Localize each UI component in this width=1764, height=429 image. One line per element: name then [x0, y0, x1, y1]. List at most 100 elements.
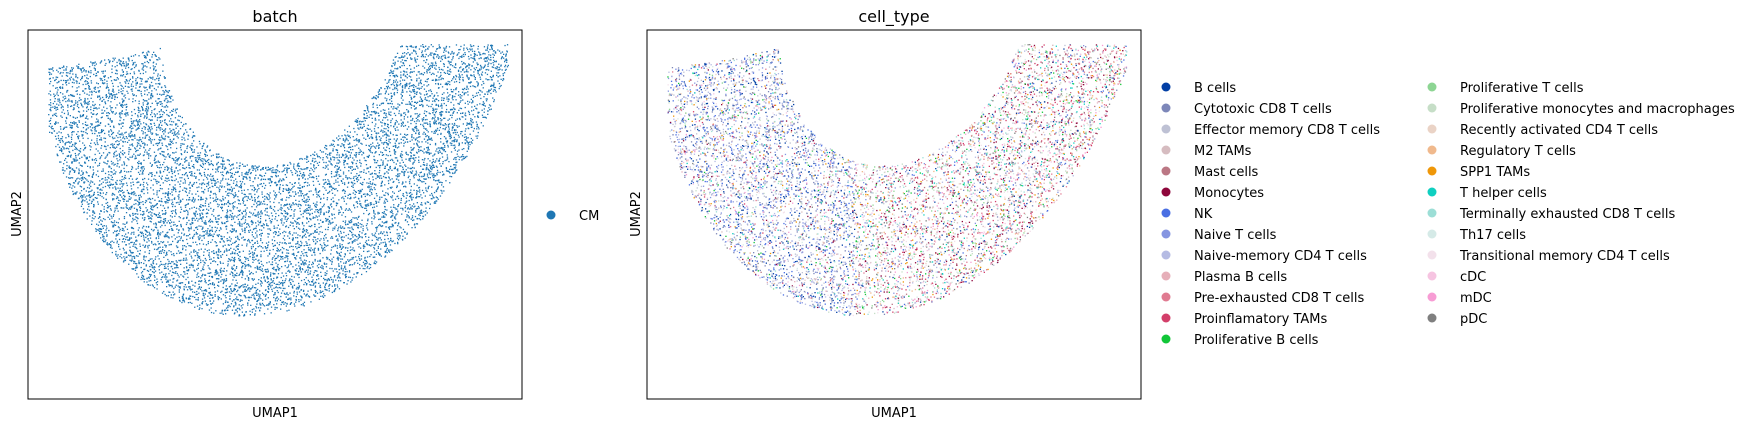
point — [96, 138, 98, 140]
point — [287, 164, 289, 166]
point — [248, 299, 250, 302]
point — [287, 207, 289, 209]
point — [228, 203, 231, 205]
point — [267, 270, 269, 272]
point — [378, 212, 380, 214]
point — [139, 231, 142, 233]
point — [151, 132, 154, 134]
point — [226, 288, 228, 290]
point — [191, 280, 193, 282]
point — [184, 273, 186, 275]
point — [138, 69, 140, 72]
point — [394, 107, 396, 109]
point — [322, 166, 324, 169]
point — [244, 260, 246, 263]
point — [276, 169, 278, 171]
point — [105, 182, 107, 184]
point — [461, 63, 464, 65]
point — [79, 148, 82, 150]
point — [199, 183, 201, 185]
point — [380, 130, 382, 132]
point — [170, 294, 172, 296]
point — [117, 197, 119, 199]
point — [295, 246, 297, 248]
point — [281, 207, 283, 209]
point — [196, 226, 198, 228]
point — [338, 213, 340, 215]
point — [157, 161, 159, 163]
point — [155, 223, 157, 225]
point — [184, 210, 186, 212]
point — [396, 229, 398, 231]
point — [343, 227, 346, 229]
point — [426, 93, 428, 95]
point — [321, 245, 323, 247]
point — [125, 256, 127, 258]
point — [288, 167, 290, 169]
point — [427, 186, 429, 188]
point — [481, 114, 484, 116]
point — [369, 189, 371, 191]
point — [143, 256, 145, 258]
point — [402, 99, 404, 101]
point — [323, 205, 325, 207]
point — [201, 184, 203, 186]
point — [229, 183, 231, 186]
point — [57, 98, 59, 100]
point — [164, 135, 167, 137]
point — [296, 174, 299, 176]
point — [122, 247, 124, 249]
point — [120, 139, 122, 141]
point — [114, 230, 116, 232]
point — [238, 203, 240, 205]
point — [297, 251, 300, 253]
point — [116, 70, 118, 72]
point — [391, 158, 393, 161]
point — [99, 180, 101, 182]
point — [291, 183, 293, 185]
point — [219, 189, 221, 191]
point — [333, 290, 336, 292]
point — [393, 64, 396, 66]
point — [417, 129, 420, 131]
point — [193, 213, 195, 215]
point — [284, 260, 287, 263]
point — [410, 167, 413, 170]
point — [351, 166, 353, 168]
point — [139, 170, 142, 172]
point — [335, 179, 337, 181]
point — [235, 246, 237, 248]
point — [258, 165, 260, 167]
point — [429, 125, 431, 127]
point — [242, 199, 244, 201]
point — [247, 265, 250, 267]
point — [245, 286, 248, 288]
point — [125, 65, 127, 67]
point — [404, 171, 406, 173]
point — [324, 274, 326, 276]
point — [139, 194, 141, 196]
point — [444, 144, 446, 147]
point — [244, 216, 247, 218]
point — [202, 204, 204, 207]
point — [373, 248, 376, 250]
point — [268, 233, 270, 235]
point — [409, 103, 412, 106]
point — [308, 239, 310, 241]
point — [425, 122, 427, 124]
point — [448, 95, 450, 97]
point — [476, 128, 478, 130]
point — [245, 297, 247, 299]
point — [150, 206, 153, 208]
point — [352, 233, 354, 236]
point — [209, 175, 211, 177]
point — [158, 123, 160, 126]
point — [304, 200, 306, 202]
point — [155, 154, 157, 157]
point — [245, 212, 247, 214]
point — [104, 137, 107, 140]
point — [50, 126, 52, 128]
point — [385, 90, 387, 92]
point — [272, 245, 275, 247]
point — [226, 289, 228, 291]
